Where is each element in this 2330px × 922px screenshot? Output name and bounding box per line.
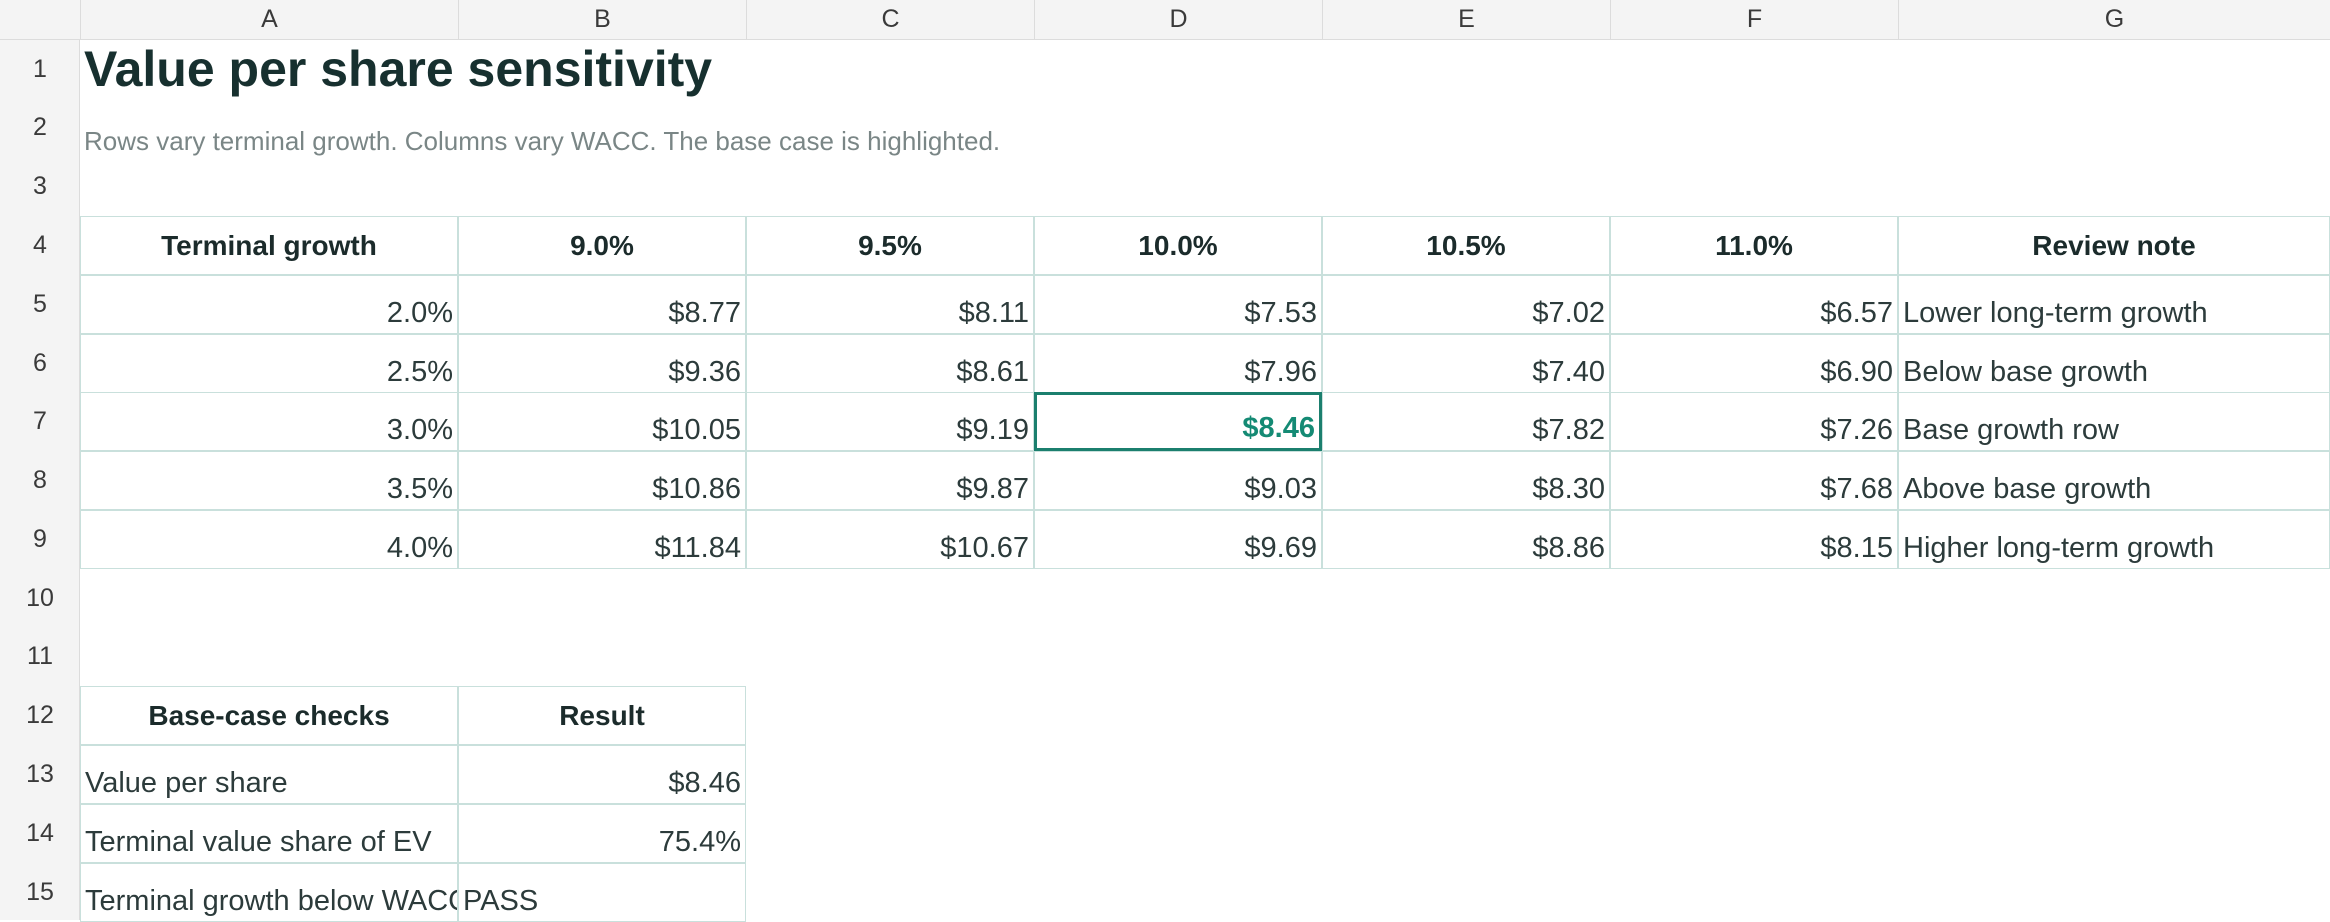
table-header-cell[interactable]: 10.0% bbox=[1034, 216, 1322, 275]
sheet-title[interactable]: Value per share sensitivity bbox=[84, 41, 713, 97]
value-cell[interactable]: $9.36 bbox=[458, 334, 746, 393]
value-cell[interactable]: $7.26 bbox=[1610, 392, 1898, 451]
value-cell[interactable]: $8.77 bbox=[458, 275, 746, 334]
table-header-cell[interactable]: 9.0% bbox=[458, 216, 746, 275]
growth-rate-cell[interactable]: 2.0% bbox=[80, 275, 458, 334]
value-cell[interactable]: $10.05 bbox=[458, 392, 746, 451]
value-cell[interactable]: $6.57 bbox=[1610, 275, 1898, 334]
value-cell[interactable]: $10.67 bbox=[746, 510, 1034, 569]
table-header-cell[interactable]: 10.5% bbox=[1322, 216, 1610, 275]
value-cell[interactable]: $7.82 bbox=[1322, 392, 1610, 451]
row-header-3[interactable]: 3 bbox=[33, 172, 47, 200]
row-header-4[interactable]: 4 bbox=[33, 231, 47, 259]
column-header-b[interactable]: B bbox=[458, 0, 746, 40]
check-label-cell[interactable]: Terminal value share of EV bbox=[80, 804, 458, 863]
value-cell[interactable]: $8.15 bbox=[1610, 510, 1898, 569]
row-header-11[interactable]: 11 bbox=[27, 642, 53, 670]
table-header-cell[interactable]: 11.0% bbox=[1610, 216, 1898, 275]
value-cell[interactable]: $8.30 bbox=[1322, 451, 1610, 510]
column-header-d[interactable]: D bbox=[1034, 0, 1322, 40]
growth-rate-cell[interactable]: 4.0% bbox=[80, 510, 458, 569]
growth-rate-cell[interactable]: 3.0% bbox=[80, 392, 458, 451]
growth-rate-cell[interactable]: 2.5% bbox=[80, 334, 458, 393]
value-cell[interactable]: $8.86 bbox=[1322, 510, 1610, 569]
column-header-c[interactable]: C bbox=[746, 0, 1034, 40]
table-header-cell[interactable]: 9.5% bbox=[746, 216, 1034, 275]
check-result-cell[interactable]: PASS bbox=[458, 863, 746, 922]
checks-header-cell[interactable]: Result bbox=[458, 686, 746, 745]
growth-rate-cell[interactable]: 3.5% bbox=[80, 451, 458, 510]
value-cell[interactable]: $7.68 bbox=[1610, 451, 1898, 510]
checks-header-cell[interactable]: Base-case checks bbox=[80, 686, 458, 745]
select-all-corner[interactable] bbox=[0, 0, 80, 40]
value-cell[interactable]: $9.19 bbox=[746, 392, 1034, 451]
column-header-e[interactable]: E bbox=[1322, 0, 1610, 40]
row-header-bar bbox=[0, 40, 80, 920]
review-note-cell[interactable]: Base growth row bbox=[1898, 392, 2330, 451]
value-cell[interactable]: $7.02 bbox=[1322, 275, 1610, 334]
row-header-1[interactable]: 1 bbox=[33, 55, 47, 83]
value-cell[interactable]: $6.90 bbox=[1610, 334, 1898, 393]
row-header-7[interactable]: 7 bbox=[33, 407, 47, 435]
value-cell[interactable]: $9.87 bbox=[746, 451, 1034, 510]
row-header-14[interactable]: 14 bbox=[26, 819, 54, 847]
value-cell[interactable]: $10.86 bbox=[458, 451, 746, 510]
row-header-10[interactable]: 10 bbox=[26, 584, 54, 612]
value-cell[interactable]: $9.69 bbox=[1034, 510, 1322, 569]
review-note-cell[interactable]: Below base growth bbox=[1898, 334, 2330, 393]
check-result-cell[interactable]: 75.4% bbox=[458, 804, 746, 863]
review-note-cell[interactable]: Lower long-term growth bbox=[1898, 275, 2330, 334]
sheet-subtitle[interactable]: Rows vary terminal growth. Columns vary … bbox=[84, 125, 1001, 156]
column-header-a[interactable]: A bbox=[80, 0, 458, 40]
value-cell[interactable]: $8.11 bbox=[746, 275, 1034, 334]
check-label-cell[interactable]: Terminal growth below WACC bbox=[80, 863, 458, 922]
value-cell[interactable]: $7.96 bbox=[1034, 334, 1322, 393]
row-header-5[interactable]: 5 bbox=[33, 290, 47, 318]
value-cell[interactable]: $8.61 bbox=[746, 334, 1034, 393]
review-note-cell[interactable]: Higher long-term growth bbox=[1898, 510, 2330, 569]
check-result-cell[interactable]: $8.46 bbox=[458, 745, 746, 804]
value-cell[interactable]: $7.53 bbox=[1034, 275, 1322, 334]
column-header-f[interactable]: F bbox=[1610, 0, 1898, 40]
row-header-6[interactable]: 6 bbox=[33, 349, 47, 377]
value-cell[interactable]: $7.40 bbox=[1322, 334, 1610, 393]
row-header-2[interactable]: 2 bbox=[33, 113, 47, 141]
row-header-9[interactable]: 9 bbox=[33, 525, 47, 553]
row-header-12[interactable]: 12 bbox=[26, 701, 54, 729]
base-case-selected-cell[interactable]: $8.46 bbox=[1034, 392, 1322, 451]
table-header-cell[interactable]: Review note bbox=[1898, 216, 2330, 275]
table-header-cell[interactable]: Terminal growth bbox=[80, 216, 458, 275]
check-label-cell[interactable]: Value per share bbox=[80, 745, 458, 804]
column-header-g[interactable]: G bbox=[1898, 0, 2330, 40]
row-header-15[interactable]: 15 bbox=[26, 878, 54, 906]
value-cell[interactable]: $9.03 bbox=[1034, 451, 1322, 510]
row-header-13[interactable]: 13 bbox=[26, 760, 54, 788]
review-note-cell[interactable]: Above base growth bbox=[1898, 451, 2330, 510]
row-header-8[interactable]: 8 bbox=[33, 466, 47, 494]
value-cell[interactable]: $11.84 bbox=[458, 510, 746, 569]
